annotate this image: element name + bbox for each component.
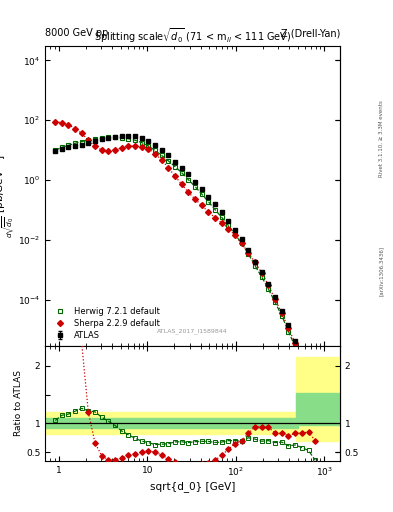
Sherpa 2.2.9 default <box>226 225 231 231</box>
Sherpa 2.2.9 default <box>66 121 71 127</box>
Herwig 7.2.1 default <box>119 135 124 141</box>
Sherpa 2.2.9 default <box>179 181 184 187</box>
Herwig 7.2.1 default <box>299 361 304 367</box>
X-axis label: sqrt{d_0} [GeV]: sqrt{d_0} [GeV] <box>150 481 235 492</box>
Sherpa 2.2.9 default <box>79 130 84 136</box>
Herwig 7.2.1 default <box>306 379 311 385</box>
Sherpa 2.2.9 default <box>279 310 284 316</box>
Herwig 7.2.1 default <box>253 263 257 269</box>
Sherpa 2.2.9 default <box>146 146 151 152</box>
Sherpa 2.2.9 default <box>186 189 191 196</box>
Herwig 7.2.1 default <box>126 136 131 142</box>
Sherpa 2.2.9 default <box>119 144 124 151</box>
Sherpa 2.2.9 default <box>99 147 104 153</box>
Herwig 7.2.1 default <box>53 147 58 153</box>
Herwig 7.2.1 default <box>159 153 164 159</box>
Sherpa 2.2.9 default <box>286 325 291 331</box>
Y-axis label: $\frac{d\sigma}{d\sqrt{\overline{d_0}}}$ [pb,GeV$^{-1}$]: $\frac{d\sigma}{d\sqrt{\overline{d_0}}}$… <box>0 154 17 238</box>
Sherpa 2.2.9 default <box>306 373 311 379</box>
Sherpa 2.2.9 default <box>133 143 138 149</box>
Sherpa 2.2.9 default <box>253 260 257 266</box>
Y-axis label: Ratio to ATLAS: Ratio to ATLAS <box>14 370 23 436</box>
Text: [arXiv:1306.3436]: [arXiv:1306.3436] <box>379 246 384 296</box>
Herwig 7.2.1 default <box>273 300 277 306</box>
Sherpa 2.2.9 default <box>59 120 64 126</box>
Sherpa 2.2.9 default <box>233 232 237 239</box>
Herwig 7.2.1 default <box>313 397 318 403</box>
Herwig 7.2.1 default <box>239 241 244 247</box>
Herwig 7.2.1 default <box>219 215 224 221</box>
Sherpa 2.2.9 default <box>113 147 118 153</box>
Sherpa 2.2.9 default <box>73 125 77 132</box>
Herwig 7.2.1 default <box>266 286 271 292</box>
Text: Z (Drell-Yan): Z (Drell-Yan) <box>281 28 340 38</box>
Sherpa 2.2.9 default <box>152 151 157 157</box>
Herwig 7.2.1 default <box>166 158 171 164</box>
Herwig 7.2.1 default <box>179 169 184 176</box>
Sherpa 2.2.9 default <box>173 173 177 179</box>
Herwig 7.2.1 default <box>86 137 91 143</box>
Herwig 7.2.1 default <box>73 140 77 146</box>
Herwig 7.2.1 default <box>213 207 217 213</box>
Line: Herwig 7.2.1 default: Herwig 7.2.1 default <box>53 135 318 403</box>
Sherpa 2.2.9 default <box>53 119 58 125</box>
Herwig 7.2.1 default <box>152 147 157 154</box>
Legend: Herwig 7.2.1 default, Sherpa 2.2.9 default, ATLAS: Herwig 7.2.1 default, Sherpa 2.2.9 defau… <box>50 305 161 342</box>
Herwig 7.2.1 default <box>206 199 211 205</box>
Herwig 7.2.1 default <box>66 142 71 148</box>
Sherpa 2.2.9 default <box>266 282 271 288</box>
Sherpa 2.2.9 default <box>206 209 211 215</box>
Herwig 7.2.1 default <box>113 134 118 140</box>
Herwig 7.2.1 default <box>106 134 111 140</box>
Sherpa 2.2.9 default <box>93 143 97 150</box>
Text: ATLAS_2017_I1589844: ATLAS_2017_I1589844 <box>157 328 228 334</box>
Herwig 7.2.1 default <box>233 231 237 238</box>
Sherpa 2.2.9 default <box>293 340 298 346</box>
Herwig 7.2.1 default <box>259 274 264 280</box>
Herwig 7.2.1 default <box>193 183 197 189</box>
Sherpa 2.2.9 default <box>126 143 131 149</box>
Sherpa 2.2.9 default <box>239 241 244 247</box>
Bar <box>296 393 340 424</box>
Herwig 7.2.1 default <box>279 313 284 319</box>
Sherpa 2.2.9 default <box>219 220 224 226</box>
Sherpa 2.2.9 default <box>259 270 264 276</box>
Herwig 7.2.1 default <box>133 137 138 143</box>
Sherpa 2.2.9 default <box>166 165 171 171</box>
Herwig 7.2.1 default <box>59 144 64 151</box>
Sherpa 2.2.9 default <box>199 202 204 208</box>
Sherpa 2.2.9 default <box>313 390 318 396</box>
Title: Splitting scale$\sqrt{d_0}$ (71 < m$_{ll}$ < 111 GeV): Splitting scale$\sqrt{d_0}$ (71 < m$_{ll… <box>94 26 291 45</box>
Herwig 7.2.1 default <box>186 177 191 183</box>
Herwig 7.2.1 default <box>93 136 97 142</box>
Herwig 7.2.1 default <box>226 222 231 228</box>
Herwig 7.2.1 default <box>99 135 104 141</box>
Herwig 7.2.1 default <box>293 344 298 350</box>
Sherpa 2.2.9 default <box>273 296 277 303</box>
Herwig 7.2.1 default <box>286 329 291 335</box>
Sherpa 2.2.9 default <box>140 144 144 150</box>
Herwig 7.2.1 default <box>79 138 84 144</box>
Text: Rivet 3.1.10, ≥ 3.3M events: Rivet 3.1.10, ≥ 3.3M events <box>379 100 384 177</box>
Bar <box>296 357 340 441</box>
Herwig 7.2.1 default <box>146 143 151 149</box>
Sherpa 2.2.9 default <box>299 356 304 362</box>
Sherpa 2.2.9 default <box>213 215 217 221</box>
Sherpa 2.2.9 default <box>86 137 91 143</box>
Sherpa 2.2.9 default <box>106 148 111 154</box>
Line: Sherpa 2.2.9 default: Sherpa 2.2.9 default <box>53 120 317 395</box>
Text: 8000 GeV pp: 8000 GeV pp <box>45 28 108 38</box>
Sherpa 2.2.9 default <box>246 249 251 255</box>
Herwig 7.2.1 default <box>140 139 144 145</box>
Herwig 7.2.1 default <box>173 163 177 169</box>
Herwig 7.2.1 default <box>246 251 251 257</box>
Sherpa 2.2.9 default <box>159 157 164 163</box>
Sherpa 2.2.9 default <box>193 196 197 202</box>
Herwig 7.2.1 default <box>199 191 204 197</box>
